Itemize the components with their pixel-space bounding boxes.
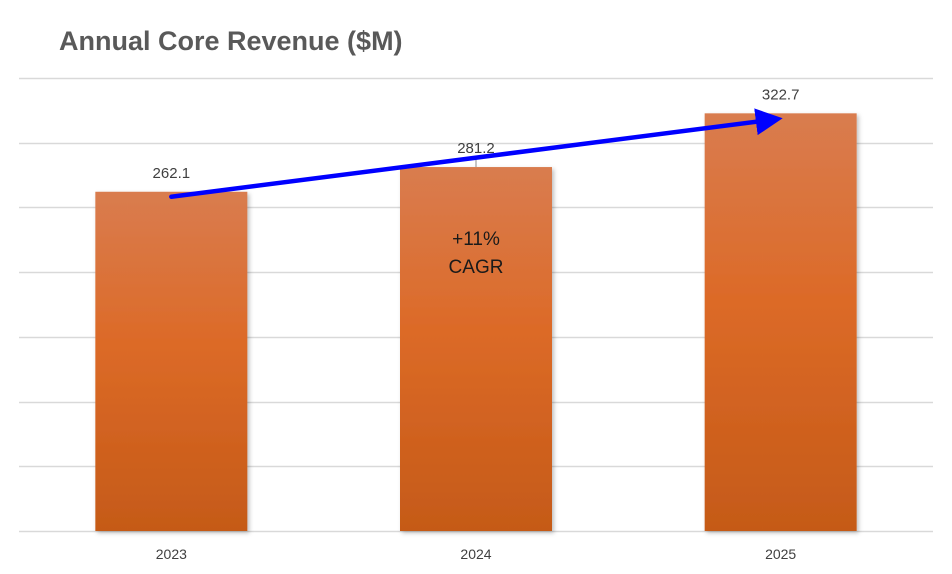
data-labels: 262.1 281.2 322.7 — [153, 86, 800, 181]
bars — [95, 113, 857, 532]
x-axis-tick-labels: 2023 2024 2025 — [156, 546, 797, 562]
data-label-2024: 281.2 — [457, 140, 495, 157]
data-label-2023: 262.1 — [153, 165, 191, 182]
bar-2024 — [400, 167, 552, 531]
chart-title: Annual Core Revenue ($M) — [59, 26, 403, 56]
growth-arrow — [169, 108, 783, 200]
annotation-line-1: CAGR — [449, 257, 504, 278]
bar-2025 — [704, 113, 857, 532]
data-label-2025: 322.7 — [762, 86, 800, 103]
growth-arrow-line — [169, 108, 783, 200]
cagr-annotation: +11% CAGR — [449, 229, 504, 278]
annotation-line-0: +11% — [452, 229, 500, 250]
tick-label-2023: 2023 — [156, 546, 187, 562]
tick-label-2025: 2025 — [765, 546, 796, 562]
tick-label-2024: 2024 — [460, 546, 491, 562]
bar-2023 — [95, 191, 248, 532]
